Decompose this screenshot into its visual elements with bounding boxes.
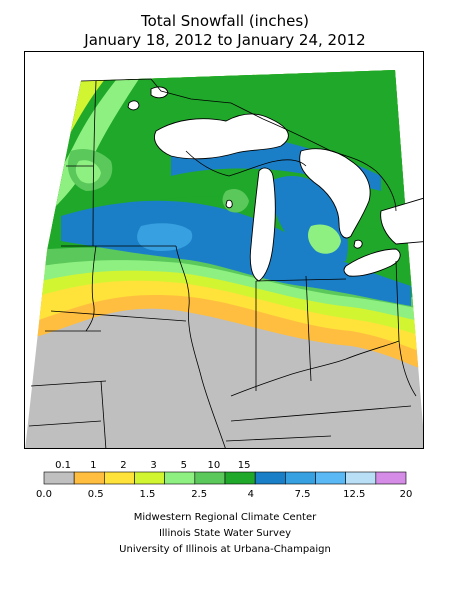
legend-swatch: [315, 471, 346, 485]
kentucky-tennessee: [230, 405, 412, 422]
band-lightgreen-mich: [308, 224, 341, 254]
lake-erie: [343, 248, 401, 277]
missouri-river: [85, 245, 97, 332]
legend-top-labels: 0.1 1 2 3 5 10 15: [55, 460, 250, 471]
snowfall-map-svg: [25, 70, 423, 448]
canada-ontario-border: [262, 118, 397, 212]
legend-top-label: 2: [120, 460, 126, 471]
legend-top-label: 15: [238, 460, 251, 471]
wv-virginia: [398, 340, 417, 397]
minnesota-west: [92, 80, 97, 246]
color-legend: 0.1 1 2 3 5 10 15 0.0 0.5 1.5 2.5 4 7.5 12.5 20: [0, 455, 450, 503]
lake-stclair: [353, 239, 363, 249]
arkansas-line: [100, 380, 107, 448]
legend-bottom-label: 4: [248, 489, 254, 500]
credit-uiuc: University of Illinois at Urbana-Champai…: [119, 544, 331, 555]
lake-mille-lacs: [127, 100, 140, 111]
legend-top-label: 0.1: [55, 460, 71, 471]
up-michigan-coast: [228, 159, 307, 177]
wisconsin-michigan-up: [185, 150, 230, 177]
great-lakes: [127, 86, 423, 282]
lake-huron: [299, 148, 371, 239]
canada-us-border: [80, 78, 264, 120]
lake-winnebago: [225, 199, 233, 209]
legend-bottom-label: 12.5: [343, 489, 365, 500]
legend-bottom-label: 0.5: [88, 489, 104, 500]
lake-superior: [154, 113, 289, 160]
iowa-south: [50, 310, 187, 322]
legend-swatch: [43, 471, 75, 485]
legend-swatch: [254, 471, 286, 485]
map-title: Total Snowfall (inches): [140, 12, 310, 30]
legend-top-label: 1: [90, 460, 96, 471]
ohio-east: [395, 260, 400, 342]
legend-top-label: 10: [208, 460, 221, 471]
legend-bottom-labels: 0.0 0.5 1.5 2.5 4 7.5 12.5 20: [36, 489, 412, 500]
legend-swatch: [73, 471, 105, 485]
legend-swatch: [285, 471, 316, 485]
legend-swatch: [224, 471, 256, 485]
legend-bottom-label: 2.5: [191, 489, 207, 500]
legend-bottom-label: 1.5: [139, 489, 155, 500]
map-date-range: January 18, 2012 to January 24, 2012: [84, 31, 366, 49]
kansas-oklahoma-south: [28, 420, 102, 427]
indiana-ohio: [305, 275, 312, 382]
legend-swatches: [43, 471, 407, 485]
legend-swatch: [375, 471, 407, 485]
credit-mrcc: Midwestern Regional Climate Center: [133, 512, 317, 523]
legend-bottom-label: 7.5: [295, 489, 311, 500]
legend-top-label: 3: [150, 460, 156, 471]
legend-swatch: [194, 471, 226, 485]
lake-ontario-edge: [380, 197, 423, 245]
band-midblue: [137, 223, 193, 251]
state-borders: [28, 78, 417, 448]
legend-swatch: [104, 471, 135, 485]
credit-isws: Illinois State Water Survey: [158, 528, 292, 539]
tennessee-mississippi: [225, 435, 332, 442]
missouri-kansas: [30, 380, 107, 387]
lake-michigan: [249, 167, 276, 282]
mississippi-river: [175, 245, 226, 448]
legend-top-label: 5: [181, 460, 187, 471]
michigan-indiana: [255, 278, 347, 282]
legend-swatch: [345, 471, 377, 485]
legend-swatch: [164, 471, 196, 485]
legend-swatch: [134, 471, 165, 485]
snowfall-map: [24, 51, 424, 449]
legend-bottom-label: 0.0: [36, 489, 52, 500]
ohio-river: [230, 340, 400, 397]
legend-bottom-label: 20: [400, 489, 413, 500]
